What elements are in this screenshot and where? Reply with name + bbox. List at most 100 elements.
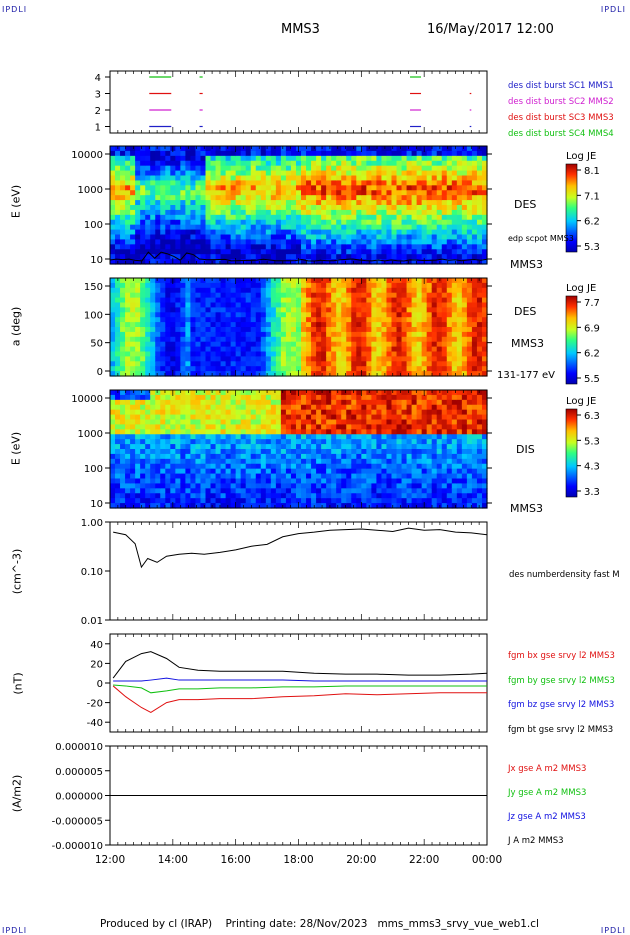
dis-energy-heatmap-cell [301, 420, 307, 426]
dis-energy-heatmap-cell [130, 493, 136, 499]
des-energy-heatmap-cell [311, 230, 317, 236]
dis-energy-heatmap-cell [301, 474, 307, 480]
des-energy-heatmap-cell [381, 215, 387, 221]
des-energy-heatmap-cell [256, 225, 262, 231]
dis-energy-heatmap-cell [286, 449, 292, 455]
des-energy-heatmap-cell [336, 225, 342, 231]
dis-energy-heatmap-cell [216, 454, 222, 460]
des-energy-heatmap-cell [351, 205, 357, 211]
des-energy-heatmap-cell [276, 230, 282, 236]
des-energy-heatmap-cell [301, 220, 307, 226]
pitch-angle-heatmap-cell [286, 303, 292, 309]
des-energy-heatmap-cell [140, 171, 146, 177]
pitch-angle-heatmap-cell [351, 342, 357, 348]
des-energy-heatmap-cell [150, 195, 156, 201]
dis-energy-heatmap-cell [206, 493, 212, 499]
pitch-angle-heatmap-cell [160, 332, 166, 338]
dis-energy-heatmap-cell [110, 488, 116, 494]
dis-energy-heatmap-cell [301, 479, 307, 485]
des-energy-heatmap-cell [452, 176, 458, 182]
des-energy-heatmap-cell [452, 235, 458, 241]
des-energy-heatmap-cell [256, 166, 262, 172]
pitch-angle-heatmap-cell [437, 332, 443, 338]
dis-energy-heatmap-cell [321, 395, 327, 401]
des-energy-heatmap-cell [316, 244, 322, 250]
pitch-angle-heatmap-cell [185, 322, 191, 328]
des-energy-heatmap-cell [442, 161, 448, 167]
pitch-angle-heatmap-cell [296, 352, 302, 358]
des-energy-heatmap-cell [391, 200, 397, 206]
des-energy-heatmap-cell [135, 239, 141, 245]
des-energy-heatmap-cell [397, 205, 403, 211]
des-energy-heatmap-cell [321, 205, 327, 211]
dis-energy-heatmap-cell [266, 410, 272, 416]
des-energy-heatmap-cell [221, 161, 227, 167]
dis-energy-heatmap-cell [150, 449, 156, 455]
dis-energy-heatmap-cell [306, 479, 312, 485]
dis-energy-heatmap-cell [216, 400, 222, 406]
des-energy-heatmap-cell [246, 171, 252, 177]
des-energy-heatmap-cell [402, 205, 408, 211]
des-energy-heatmap-cell [281, 254, 287, 260]
dis-energy-heatmap-cell [150, 454, 156, 460]
des-energy-heatmap-cell [306, 185, 312, 191]
pitch-angle-heatmap-cell [346, 283, 352, 289]
dis-energy-heatmap-cell [120, 469, 126, 475]
dis-energy-heatmap-cell [216, 483, 222, 489]
des-energy-heatmap-cell [200, 210, 206, 216]
pitch-angle-heatmap-cell [276, 312, 282, 318]
des-energy-heatmap-cell [432, 200, 438, 206]
dis-energy-heatmap-cell [236, 474, 242, 480]
des-energy-heatmap-cell [165, 161, 171, 167]
dis-energy-heatmap-cell [366, 483, 372, 489]
dis-energy-heatmap-cell [180, 415, 186, 421]
pitch-angle-heatmap-cell [216, 278, 222, 284]
pitch-angle-heatmap-cell [422, 342, 428, 348]
pitch-angle-heatmap-cell [115, 352, 121, 358]
pitch-angle-heatmap-cell [246, 303, 252, 309]
dis-energy-heatmap-cell [266, 479, 272, 485]
dis-energy-heatmap-cell [185, 444, 191, 450]
des-energy-heatmap-cell [477, 215, 483, 221]
pitch-angle-heatmap-cell [437, 303, 443, 309]
dis-energy-heatmap-cell [130, 395, 136, 401]
dis-energy-heatmap-cell [170, 459, 176, 465]
pitch-angle-heatmap-cell [457, 352, 463, 358]
des-energy-heatmap-cell [391, 225, 397, 231]
pitch-angle-heatmap-cell [371, 317, 377, 323]
dis-energy-heatmap-cell [341, 424, 347, 430]
des-energy-heatmap-cell [296, 190, 302, 196]
des-energy-heatmap-cell [336, 185, 342, 191]
pitch-angle-heatmap-cell [190, 317, 196, 323]
dis-energy-heatmap-cell [371, 479, 377, 485]
des-energy-heatmap-cell [135, 195, 141, 201]
des-energy-heatmap-cell [351, 195, 357, 201]
pitch-angle-heatmap-cell [261, 352, 267, 358]
dis-energy-heatmap-cell [216, 474, 222, 480]
des-energy-heatmap-cell [301, 151, 307, 157]
pitch-angle-heatmap-cell [477, 298, 483, 304]
des-energy-heatmap-cell [356, 195, 362, 201]
pitch-angle-heatmap-cell [266, 283, 272, 289]
pitch-angle-heatmap-cell [195, 293, 201, 299]
pitch-angle-heatmap-cell [115, 327, 121, 333]
des-energy-heatmap-cell [371, 176, 377, 182]
des-energy-heatmap-cell [422, 190, 428, 196]
pitch-angle-heatmap-cell [165, 342, 171, 348]
dis-energy-heatmap-cell [346, 434, 352, 440]
dis-energy-heatmap-cell [346, 488, 352, 494]
dis-energy-heatmap-cell [306, 429, 312, 435]
des-energy-heatmap-cell [331, 151, 337, 157]
pitch-angle-heatmap-cell [467, 347, 473, 353]
pitch-angle-heatmap-cell [321, 366, 327, 372]
dis-energy-heatmap-cell [130, 415, 136, 421]
des-energy-heatmap-cell [442, 210, 448, 216]
dis-energy-heatmap-cell [321, 474, 327, 480]
dis-energy-heatmap-cell [376, 420, 382, 426]
pitch-angle-heatmap-cell [311, 303, 317, 309]
des-energy-heatmap-cell [301, 180, 307, 186]
des-energy-heatmap-cell [170, 195, 176, 201]
pitch-angle-heatmap-cell [216, 361, 222, 367]
dis-energy-heatmap-cell [296, 493, 302, 499]
pitch-angle-heatmap-cell [361, 352, 367, 358]
